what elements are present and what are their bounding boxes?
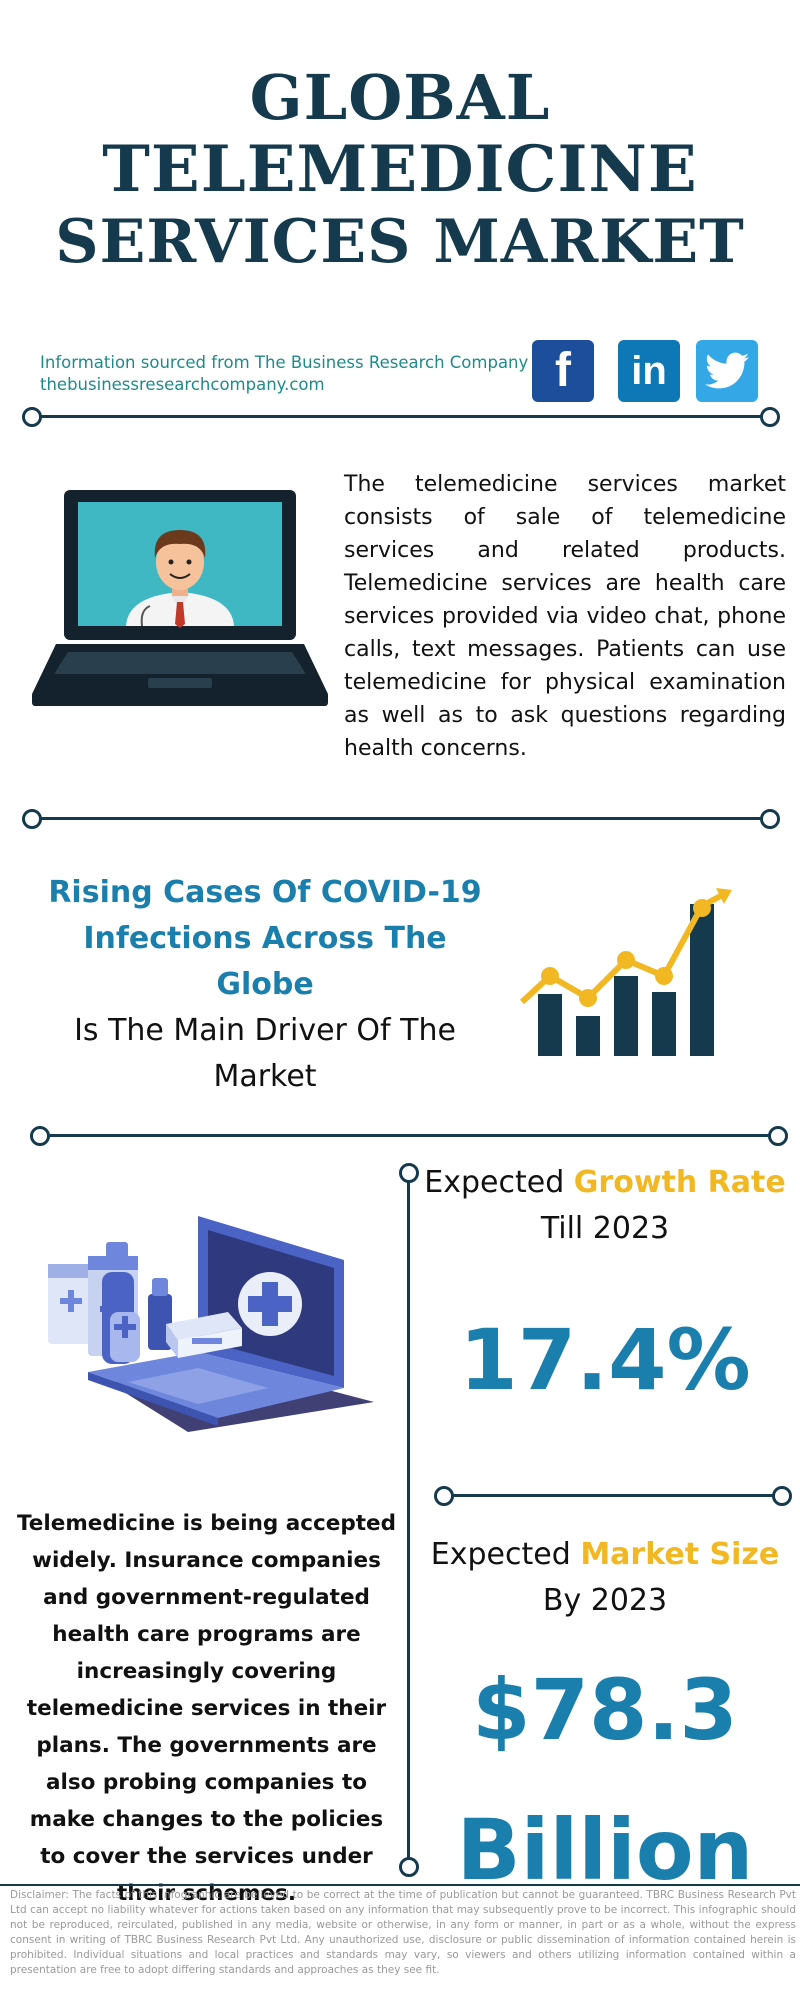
- growth-chart-icon: [519, 888, 732, 1056]
- twitter-icon[interactable]: [696, 340, 758, 402]
- market-size-suffix: By 2023: [542, 1583, 668, 1618]
- growth-suffix: Till 2023: [540, 1211, 670, 1246]
- driver-text-2: Market: [213, 1059, 317, 1094]
- source-company: Information sourced from The Business Re…: [40, 353, 529, 372]
- divider-dot: [772, 1486, 792, 1506]
- driver-highlight-2: Infections Across The Globe: [83, 921, 447, 1002]
- divider-dot: [22, 809, 42, 829]
- linkedin-icon[interactable]: in: [618, 340, 680, 402]
- market-description: The telemedicine services market consist…: [344, 472, 786, 761]
- market-size-emphasis: Market Size: [580, 1537, 780, 1572]
- growth-emphasis: Growth Rate: [573, 1165, 786, 1200]
- medical-laptop-illustration: [48, 1216, 374, 1432]
- market-size-heading: Expected Market Size By 2023: [420, 1532, 790, 1624]
- divider-dot: [22, 407, 42, 427]
- divider-dot: [30, 1126, 50, 1146]
- growth-rate-value: 17.4%: [459, 1311, 751, 1409]
- divider: [30, 415, 772, 418]
- divider-dot: [399, 1857, 419, 1877]
- divider: [30, 817, 772, 820]
- market-driver: Rising Cases Of COVID-19 Infections Acro…: [40, 870, 490, 1100]
- footer-rule: [0, 1884, 800, 1886]
- divider-dot: [760, 407, 780, 427]
- vertical-divider: [407, 1175, 410, 1865]
- adoption-text: Telemedicine is being accepted widely. I…: [17, 1511, 396, 1906]
- source-info: Information sourced from The Business Re…: [40, 352, 528, 396]
- divider: [40, 1134, 778, 1137]
- disclaimer: Disclaimer: The facts of this infographi…: [10, 1889, 796, 1976]
- divider-dot: [434, 1486, 454, 1506]
- laptop-doctor-illustration: [32, 490, 328, 706]
- growth-rate-heading: Expected Growth Rate Till 2023: [420, 1160, 790, 1252]
- driver-highlight-1: Rising Cases Of COVID-19: [48, 875, 482, 910]
- market-size-prefix: Expected: [430, 1537, 581, 1572]
- divider-dot: [760, 809, 780, 829]
- driver-text-1: Is The Main Driver Of The: [74, 1013, 456, 1048]
- divider-dot: [768, 1126, 788, 1146]
- growth-prefix: Expected: [424, 1165, 574, 1200]
- divider: [448, 1494, 778, 1497]
- market-size-amount: $78.3: [472, 1661, 738, 1759]
- title-line-3: SERVICES MARKET: [55, 207, 745, 277]
- facebook-icon[interactable]: f: [532, 340, 594, 402]
- page-title: GLOBAL TELEMEDICINE SERVICES MARKET: [0, 62, 800, 278]
- market-size-value: $78.3 Billion: [420, 1640, 790, 1920]
- source-website-link[interactable]: thebusinessresearchcompany.com: [40, 375, 325, 394]
- title-line-2: TELEMEDICINE: [102, 132, 698, 207]
- market-size-unit: Billion: [456, 1801, 754, 1899]
- divider-dot: [399, 1163, 419, 1183]
- title-line-1: GLOBAL: [249, 61, 551, 134]
